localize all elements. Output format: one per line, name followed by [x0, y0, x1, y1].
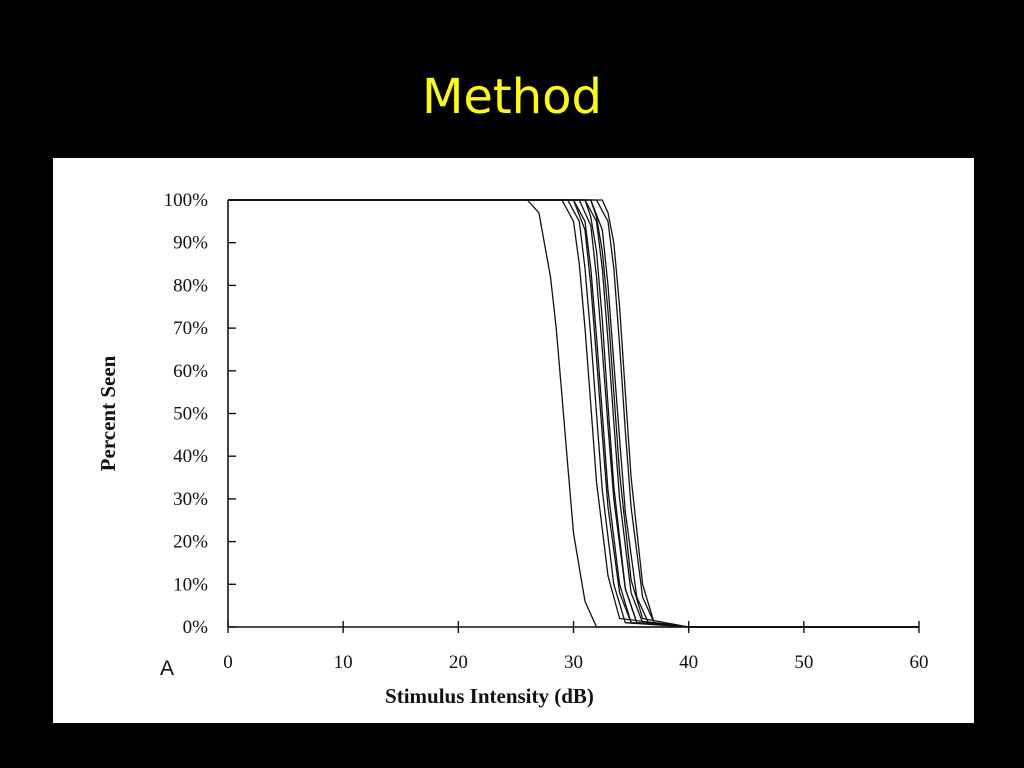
series-line-12 [228, 199, 919, 628]
y-tick-label: 10% [173, 574, 208, 595]
y-tick-label: 100% [164, 190, 209, 211]
slide-title: Method [421, 69, 603, 125]
x-tick-label: 20 [449, 652, 468, 673]
series-line-7 [228, 199, 919, 628]
axes-group: 0% 10% 20% 30% 40% 50% 60% 70% 80% 90% 100% 0 10 20 30… [164, 190, 929, 673]
y-tick-label: 40% [173, 446, 208, 467]
x-tick-label: 0 [223, 652, 233, 673]
x-tick-label: 60 [910, 652, 929, 673]
series-line-1 [228, 199, 919, 628]
y-tick-label: 30% [173, 489, 208, 510]
curves-group [228, 199, 919, 628]
x-axis-label: Stimulus Intensity (dB) [385, 684, 594, 708]
x-tick-label: 40 [679, 652, 698, 673]
series-line-2 [228, 199, 919, 628]
series-line-8 [228, 199, 919, 628]
series-line-4 [228, 199, 919, 628]
y-tick-label: 0% [183, 617, 209, 638]
y-tick-label: 20% [173, 532, 208, 553]
x-tick-label: 30 [564, 652, 583, 673]
panel-letter: A [160, 657, 174, 680]
y-tick-label: 50% [173, 404, 208, 425]
series-line-5 [228, 199, 919, 628]
series-line-10 [228, 199, 919, 628]
series-line-11 [228, 199, 919, 628]
y-tick-label: 60% [173, 361, 208, 382]
y-tick-label: 90% [173, 233, 208, 254]
series-line-9 [228, 199, 919, 628]
x-tick-label: 50 [794, 652, 813, 673]
psychometric-chart: 0% 10% 20% 30% 40% 50% 60% 70% 80% 90% 100% 0 10 20 30… [96, 190, 929, 708]
series-line-6 [228, 199, 919, 628]
x-tick-label: 10 [334, 652, 353, 673]
y-axis-label: Percent Seen [96, 355, 120, 471]
y-tick-label: 70% [173, 318, 208, 339]
series-line-3 [228, 199, 919, 628]
chart-panel: 0% 10% 20% 30% 40% 50% 60% 70% 80% 90% 100% 0 10 20 30… [53, 158, 974, 723]
y-tick-label: 80% [173, 275, 208, 296]
